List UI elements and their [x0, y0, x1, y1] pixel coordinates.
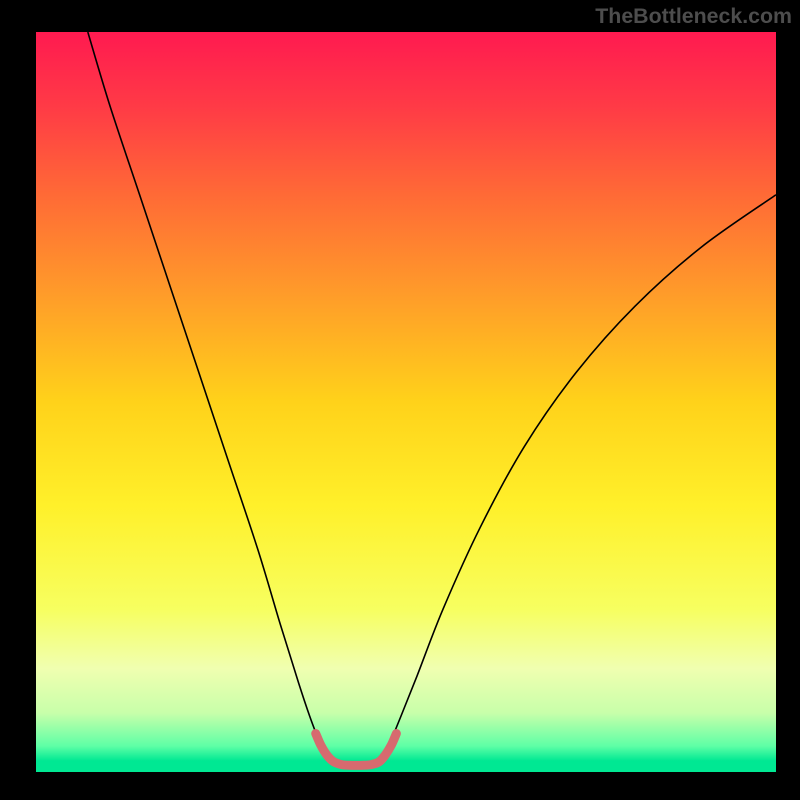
chart-root: TheBottleneck.com — [0, 0, 800, 800]
curve-layer — [36, 32, 776, 772]
trough-marker — [316, 734, 397, 766]
plot-frame — [36, 32, 776, 772]
curve-right — [391, 195, 776, 740]
watermark-text: TheBottleneck.com — [595, 4, 792, 29]
curve-left — [88, 32, 319, 740]
